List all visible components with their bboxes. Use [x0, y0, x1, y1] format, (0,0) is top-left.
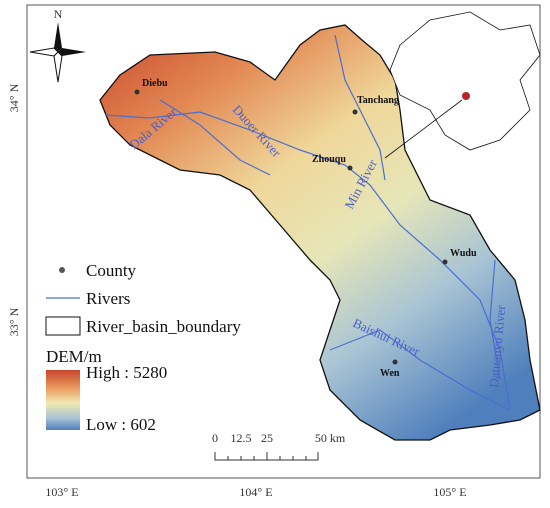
county-label: Tanchang — [357, 95, 399, 106]
river-line — [159, 99, 271, 176]
dem-high: High : 5280 — [86, 363, 167, 382]
legend-label: Rivers — [86, 289, 130, 308]
legend: County Rivers River_basin_boundary DEM/m… — [45, 261, 241, 434]
axis-labels: 103° E 104° E 105° E 34° N 33° N — [7, 83, 467, 499]
arrow-n — [54, 22, 62, 52]
county-dot — [392, 359, 398, 365]
north-arrow: N — [29, 7, 86, 83]
lon-label: 103° E — [45, 485, 78, 499]
lat-label: 33° N — [7, 307, 21, 336]
inset-map — [384, 11, 541, 159]
county-label: Wen — [380, 368, 400, 379]
north-label: N — [54, 7, 63, 21]
rivers — [104, 34, 511, 411]
county-dot — [352, 109, 358, 115]
river-label: Datuanyu River — [486, 304, 508, 388]
river-line — [334, 34, 386, 181]
legend-label: County — [86, 261, 137, 280]
legend-label: River_basin_boundary — [86, 317, 241, 336]
county-label: Zhouqu — [312, 154, 346, 165]
basin-location — [462, 92, 470, 100]
scale-bar: 0 12.5 25 50 km — [212, 431, 346, 461]
lon-label: 105° E — [433, 485, 466, 499]
river-line — [104, 111, 511, 411]
scale-label: 50 km — [315, 431, 346, 445]
counties: Diebu Tanchang Zhouqu Wudu Wen — [134, 78, 477, 379]
arrow-w — [29, 47, 59, 57]
lon-label: 104° E — [239, 485, 272, 499]
river-line — [329, 329, 511, 411]
china-outline — [389, 11, 541, 151]
scale-ruler — [214, 452, 319, 461]
county-label: Diebu — [142, 78, 168, 89]
dem-colorbar — [46, 370, 80, 430]
scale-label: 25 — [261, 431, 273, 445]
county-dot — [347, 165, 353, 171]
arrow-s — [53, 51, 63, 83]
basin — [99, 24, 541, 441]
dem-low: Low : 602 — [86, 415, 156, 434]
arrow-e — [58, 48, 86, 56]
county-dot — [134, 89, 140, 95]
map-frame — [26, 4, 541, 479]
lat-label: 34° N — [7, 83, 21, 112]
legend-county-symbol — [59, 267, 65, 273]
legend-boundary-symbol — [45, 316, 81, 336]
dem-title: DEM/m — [46, 347, 102, 366]
scale-label: 12.5 — [231, 431, 252, 445]
county-dot — [442, 259, 448, 265]
river-line — [489, 259, 501, 381]
scale-label: 0 — [212, 431, 218, 445]
county-label: Wudu — [450, 248, 477, 259]
locator-arrow — [384, 99, 463, 159]
